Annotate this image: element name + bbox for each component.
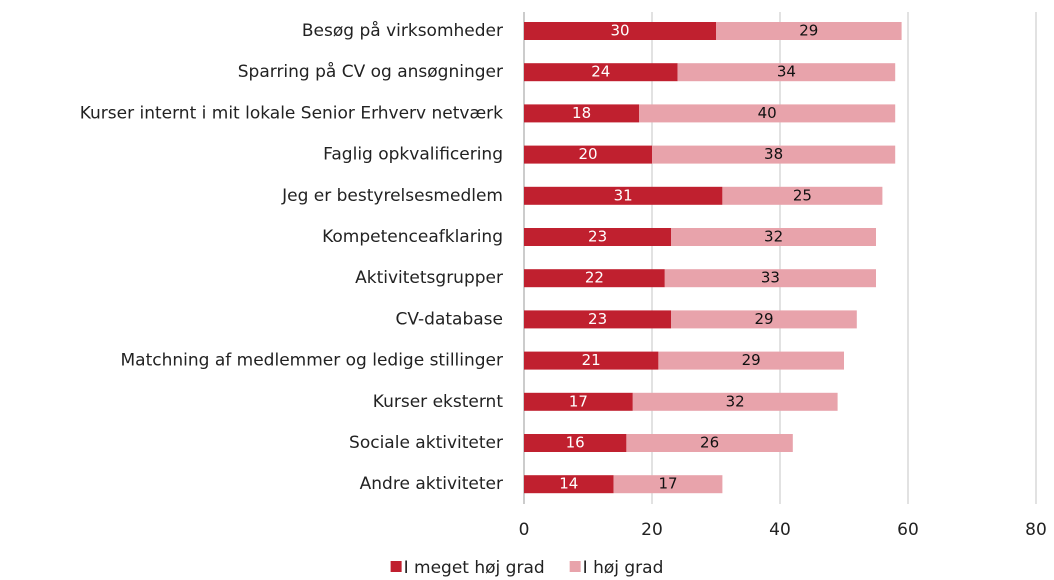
category-label: Jeg er bestyrelsesmedlem bbox=[281, 186, 503, 206]
category-label: Matchning af medlemmer og ledige stillin… bbox=[121, 351, 503, 371]
bar-segment bbox=[524, 63, 678, 82]
data-label: 16 bbox=[566, 434, 585, 452]
data-label: 20 bbox=[578, 145, 597, 163]
bar-segment bbox=[524, 104, 640, 123]
x-tick-label: 80 bbox=[1025, 520, 1047, 540]
category-label: Aktivitetsgrupper bbox=[355, 268, 503, 288]
data-label: 29 bbox=[799, 22, 818, 40]
data-label: 30 bbox=[610, 22, 629, 40]
bar-segment bbox=[639, 104, 896, 123]
data-label: 26 bbox=[700, 434, 719, 452]
bar-segment bbox=[652, 145, 896, 164]
bar-segment bbox=[524, 351, 659, 370]
data-label: 33 bbox=[761, 269, 780, 287]
data-label: 23 bbox=[588, 310, 607, 328]
data-label: 24 bbox=[591, 63, 610, 81]
category-label: Kompetenceafklaring bbox=[322, 227, 503, 247]
legend-swatch bbox=[569, 561, 581, 572]
bar-segment bbox=[716, 22, 902, 40]
bar-segment bbox=[524, 22, 716, 40]
x-tick-label: 0 bbox=[519, 520, 530, 540]
bar-segment bbox=[524, 434, 627, 452]
legend-label: I meget høj grad bbox=[404, 558, 545, 578]
data-label: 40 bbox=[758, 104, 777, 122]
data-label: 23 bbox=[588, 228, 607, 246]
data-label: 31 bbox=[614, 186, 633, 204]
bar-segment bbox=[722, 186, 883, 205]
bar-segment bbox=[524, 392, 633, 411]
category-label: Besøg på virksomheder bbox=[302, 20, 503, 41]
bar-segment bbox=[677, 63, 896, 82]
bar-segment bbox=[671, 310, 857, 329]
bar-segment bbox=[524, 145, 652, 164]
category-label: Sociale aktiviteter bbox=[349, 433, 503, 453]
x-tick-label: 20 bbox=[641, 520, 663, 540]
x-tick-label: 40 bbox=[769, 520, 791, 540]
data-label: 17 bbox=[658, 475, 677, 493]
legend-swatch bbox=[390, 561, 402, 572]
data-label: 32 bbox=[764, 228, 783, 246]
data-label: 22 bbox=[585, 269, 604, 287]
data-label: 18 bbox=[572, 104, 591, 122]
data-label: 38 bbox=[764, 145, 783, 163]
x-tick-label: 60 bbox=[897, 520, 919, 540]
category-label: Faglig opkvalificering bbox=[323, 145, 503, 165]
data-label: 17 bbox=[569, 392, 588, 410]
data-label: 34 bbox=[777, 63, 796, 81]
bar-segment bbox=[524, 228, 672, 246]
data-label: 32 bbox=[726, 392, 745, 410]
legend: I meget høj grad I høj grad bbox=[390, 558, 664, 578]
bar-segment bbox=[664, 269, 876, 288]
bar-segment bbox=[613, 475, 723, 494]
bar-segment bbox=[632, 392, 838, 411]
bar-segment bbox=[626, 434, 793, 452]
bar-segment bbox=[524, 475, 614, 494]
category-label: CV-database bbox=[396, 309, 503, 329]
data-label: 29 bbox=[742, 351, 761, 369]
data-label: 29 bbox=[754, 310, 773, 328]
legend-label: I høj grad bbox=[583, 558, 664, 578]
category-label: Andre aktiviteter bbox=[360, 474, 503, 494]
category-label: Kurser internt i mit lokale Senior Erhve… bbox=[80, 103, 503, 123]
bar-segment bbox=[671, 228, 876, 246]
category-label: Sparring på CV og ansøgninger bbox=[238, 61, 503, 82]
bar-segment bbox=[524, 310, 672, 329]
data-label: 14 bbox=[559, 475, 578, 493]
bar-segment bbox=[524, 186, 723, 205]
bar-segment bbox=[524, 269, 665, 288]
category-label: Kurser eksternt bbox=[373, 392, 504, 412]
data-label: 21 bbox=[582, 351, 601, 369]
data-label: 25 bbox=[793, 186, 812, 204]
bar-segment bbox=[658, 351, 844, 370]
